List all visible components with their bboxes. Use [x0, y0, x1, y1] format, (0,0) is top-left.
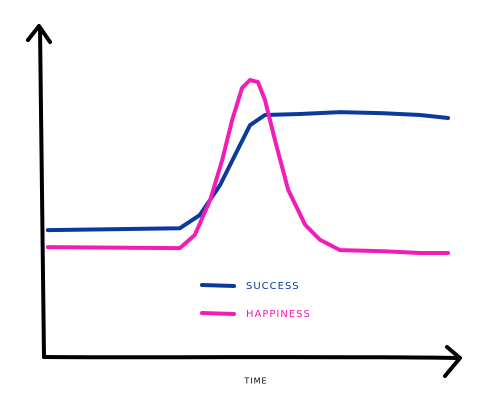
y-axis	[38, 26, 46, 359]
x-axis-label: TIME	[243, 377, 267, 386]
y-axis-arrow	[26, 24, 52, 44]
line	[45, 110, 450, 233]
legend-label: HAPPINESS	[246, 309, 311, 320]
legend-swatch	[200, 311, 236, 316]
x-axis	[42, 355, 460, 360]
legend-swatch	[200, 283, 236, 288]
line	[45, 78, 450, 255]
x-axis-arrow	[443, 345, 462, 378]
legend-label: SUCCESS	[246, 281, 300, 292]
